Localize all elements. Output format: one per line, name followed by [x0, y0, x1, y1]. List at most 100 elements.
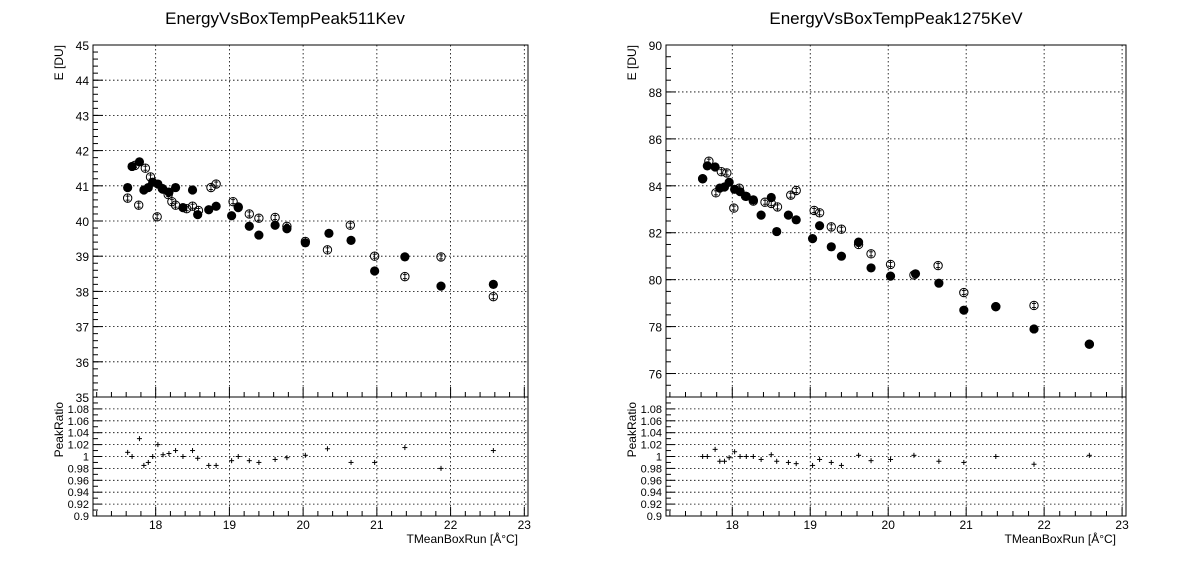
data-point-open-circle [228, 196, 238, 207]
data-point-open-circle [400, 271, 410, 282]
data-point-filled [244, 221, 254, 231]
y-tick-label: 43 [76, 109, 90, 123]
ratio-point [438, 465, 444, 471]
data-point-filled [1029, 324, 1039, 334]
data-point-open [157, 183, 168, 194]
ratio-point [704, 454, 710, 459]
data-point-filled [204, 205, 214, 215]
data-point-open-circle [909, 270, 919, 280]
ratio-point [190, 448, 196, 454]
ratio-point [324, 446, 330, 452]
y-tick-label: 86 [649, 133, 663, 147]
data-point-open-circle [233, 202, 243, 212]
ratio-point [993, 454, 999, 459]
ratio-point [737, 454, 743, 459]
ratio-point [129, 454, 135, 459]
ratio-point [235, 454, 241, 459]
ratio-y-tick-label: 1.02 [68, 440, 89, 452]
x-tick-label: 19 [223, 518, 237, 532]
data-point-filled [400, 252, 410, 262]
data-point-open-circle [211, 179, 221, 189]
ratio-y-tick-label: 0.94 [68, 487, 89, 499]
y-axis-label: E [DU] [52, 45, 66, 80]
data-point-open [282, 221, 292, 231]
ratio-point [173, 448, 179, 454]
ratio-point [302, 452, 308, 458]
ratio-point [213, 462, 219, 468]
ratio-point [758, 456, 764, 462]
ratio-y-tick-label: 1.06 [68, 416, 89, 428]
data-point-open-circle [791, 185, 801, 196]
data-point-filled [324, 228, 334, 238]
y-tick-label: 76 [649, 368, 663, 382]
data-point-open-circle [1084, 339, 1095, 349]
data-point-open [300, 236, 311, 247]
data-point-open [866, 249, 876, 259]
data-point-filled [187, 185, 198, 195]
ratio-y-tick-label: 1.08 [68, 404, 89, 416]
ratio-y-tick-label: 0.98 [641, 463, 662, 475]
y-tick-label: 41 [76, 180, 90, 194]
data-point-filled [724, 177, 734, 187]
data-point-filled [959, 305, 969, 315]
ratio-point [166, 451, 172, 457]
ratio-y-tick-label: 1.04 [68, 428, 89, 440]
data-point-open-circle [722, 168, 732, 178]
data-point-open [766, 198, 776, 209]
data-point-filled [791, 215, 801, 225]
data-point-filled [127, 161, 137, 172]
plot-frame-ratio [665, 396, 1127, 517]
data-point-open [933, 260, 943, 271]
ratio-point [817, 456, 823, 462]
ratio-point [195, 455, 201, 461]
y-axis-label: E [DU] [625, 45, 639, 80]
ratio-y-tick-label: 0.96 [641, 475, 662, 487]
data-point-filled [227, 211, 237, 221]
x-tick-label: 18 [726, 518, 740, 532]
ratio-y-tick-label: 1 [83, 452, 89, 464]
y-tick-label: 78 [649, 321, 663, 335]
data-point-open [826, 222, 836, 232]
data-point-open-circle [369, 251, 380, 261]
data-point-open [1029, 300, 1039, 311]
ratio-y-tick-label: 1.08 [641, 404, 662, 416]
data-point-open-circle [270, 212, 280, 223]
ratio-point [145, 459, 151, 465]
data-point-open-circle [716, 167, 727, 177]
ratio-y-tick-label: 0.92 [641, 499, 662, 511]
data-point-open-circle [181, 203, 192, 214]
data-point-open-circle [152, 212, 162, 222]
data-point-filled [170, 182, 181, 193]
data-point-open [345, 220, 356, 230]
x-tick-label: 23 [1115, 518, 1129, 532]
ratio-point [768, 452, 774, 458]
data-point-open-circle [145, 172, 156, 182]
data-point-open [786, 190, 796, 200]
data-point-open-circle [760, 197, 770, 207]
ratio-point [828, 459, 834, 465]
data-point-filled [783, 210, 794, 220]
ratio-point [272, 456, 278, 462]
x-tick-label: 22 [444, 518, 458, 532]
data-point-open [488, 291, 499, 302]
ratio-point [136, 436, 142, 442]
data-point-open-circle [814, 208, 825, 218]
data-point-open [122, 193, 133, 203]
ratio-point [743, 454, 749, 459]
plot-frame-ratio [92, 396, 529, 517]
data-point-open-circle [836, 224, 847, 234]
ratio-point [155, 442, 161, 448]
data-point-open-circle [254, 213, 264, 223]
data-point-filled [254, 230, 264, 240]
data-point-open-circle [140, 163, 151, 173]
y-tick-label: 39 [76, 250, 90, 264]
data-point-open [760, 197, 770, 207]
data-point-open-circle [193, 205, 204, 216]
data-point-open-circle [866, 249, 876, 259]
data-point-open [909, 270, 919, 280]
y-tick-label: 82 [649, 227, 663, 241]
data-point-open-circle [322, 245, 333, 255]
data-point-open-circle [711, 188, 721, 198]
ratio-point [125, 449, 131, 455]
ratio-y-tick-label: 1.06 [641, 416, 662, 428]
